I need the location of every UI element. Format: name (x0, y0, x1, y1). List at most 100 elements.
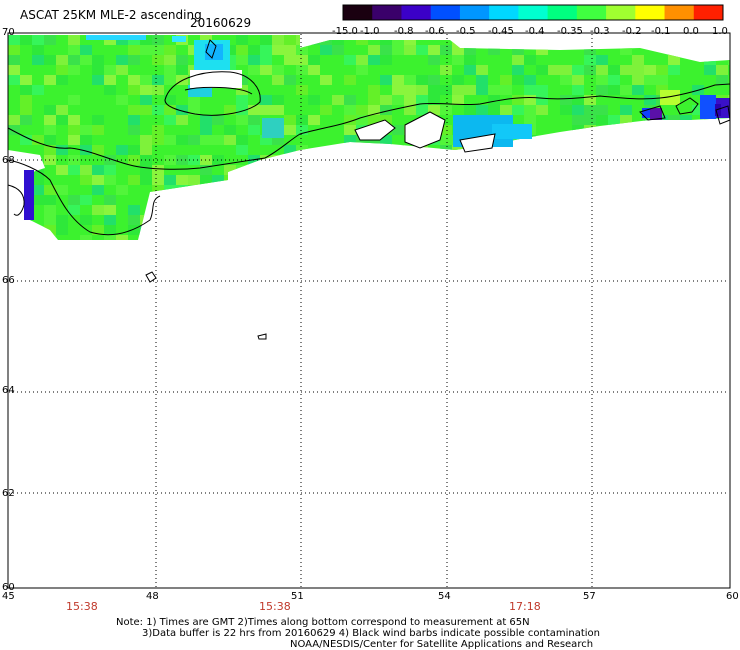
wind-cell (296, 85, 308, 95)
wind-cell (188, 175, 200, 185)
wind-cell (152, 105, 164, 115)
lat-label: 62 (2, 488, 15, 499)
wind-cell (584, 105, 596, 115)
wind-cell (632, 165, 644, 175)
wind-cell (536, 105, 548, 115)
wind-cell (404, 225, 416, 235)
wind-cell (56, 165, 68, 175)
wind-cell (704, 195, 716, 205)
wind-cell (308, 165, 320, 175)
wind-cell (344, 105, 356, 115)
wind-cell (260, 105, 272, 115)
wind-cell (692, 125, 704, 135)
coastline-segment (354, 119, 396, 141)
no-data-patch (190, 70, 242, 88)
colorbar-label: -0.4 (525, 26, 545, 37)
colorbar-swatch (576, 5, 607, 20)
wind-cell (128, 75, 140, 85)
wind-cell (248, 165, 260, 175)
wind-cell (692, 185, 704, 195)
wind-cell (80, 45, 92, 55)
coastline-segment (675, 97, 699, 115)
wind-cell (80, 215, 92, 225)
wind-cell (104, 75, 116, 85)
wind-cell (548, 165, 560, 175)
wind-cell (380, 45, 392, 55)
map-frame (7, 32, 731, 589)
wind-cell (548, 145, 560, 155)
wind-cell (152, 85, 164, 95)
wind-cell (488, 45, 500, 55)
wind-cell (380, 115, 392, 125)
wind-cell (200, 125, 212, 135)
wind-cell (80, 145, 92, 155)
wind-cell (284, 125, 296, 135)
wind-cell (668, 125, 680, 135)
wind-cell (620, 65, 632, 75)
wind-cell (392, 85, 404, 95)
wind-cell (392, 205, 404, 215)
wind-cell (284, 75, 296, 85)
wind-cell (392, 125, 404, 135)
wind-cell (8, 45, 20, 55)
wind-cell (392, 175, 404, 185)
wind-cell (572, 115, 584, 125)
wind-cell (8, 175, 20, 185)
wind-cell (236, 175, 248, 185)
colorbar-swatch (664, 5, 695, 20)
wind-cell (620, 45, 632, 55)
colorbar-swatch (430, 5, 461, 20)
wind-cell (584, 125, 596, 135)
wind-cell (584, 175, 596, 185)
wind-cell (236, 35, 248, 45)
wind-cell (188, 205, 200, 215)
wind-cell (344, 205, 356, 215)
wind-cell (260, 235, 272, 240)
wind-cell (116, 65, 128, 75)
wind-cell (152, 135, 164, 145)
wind-cell (692, 105, 704, 115)
wind-cell (224, 235, 236, 240)
wind-cell (416, 205, 428, 215)
colorbar-swatch (693, 5, 724, 20)
wind-cell (536, 195, 548, 205)
wind-cell (428, 55, 440, 65)
wind-cell (704, 235, 716, 240)
wind-cell (32, 235, 44, 240)
wind-cell (524, 195, 536, 205)
wind-cell (368, 195, 380, 205)
wind-cell (296, 195, 308, 205)
wind-cell (308, 215, 320, 225)
wind-cell (692, 235, 704, 240)
wind-cell (464, 195, 476, 205)
wind-cell (80, 235, 92, 240)
wind-cell (284, 185, 296, 195)
wind-cell (176, 195, 188, 205)
wind-cell (440, 215, 452, 225)
wind-cell (368, 95, 380, 105)
wind-cell (172, 36, 186, 42)
colorbar-swatch (372, 5, 402, 20)
colorbar-swatch (459, 5, 490, 20)
wind-cell (248, 225, 260, 235)
wind-cell (164, 95, 176, 105)
wind-cell (440, 45, 452, 55)
wind-cell (536, 225, 548, 235)
wind-cell (536, 95, 548, 105)
wind-cell (284, 55, 296, 65)
wind-cell (164, 185, 176, 195)
wind-cell (512, 165, 524, 175)
wind-cell (368, 185, 380, 195)
wind-cell (476, 75, 488, 85)
wind-cell (260, 205, 272, 215)
wind-cell (668, 65, 680, 75)
wind-cell (692, 215, 704, 225)
wind-cell (128, 115, 140, 125)
wind-cell (608, 115, 620, 125)
wind-cell (320, 195, 332, 205)
product-title: ASCAT 25KM MLE-2 ascending (20, 8, 202, 22)
wind-cell (512, 215, 524, 225)
wind-cell (152, 205, 164, 215)
wind-cell (596, 85, 608, 95)
lon-label: 45 (2, 591, 15, 602)
